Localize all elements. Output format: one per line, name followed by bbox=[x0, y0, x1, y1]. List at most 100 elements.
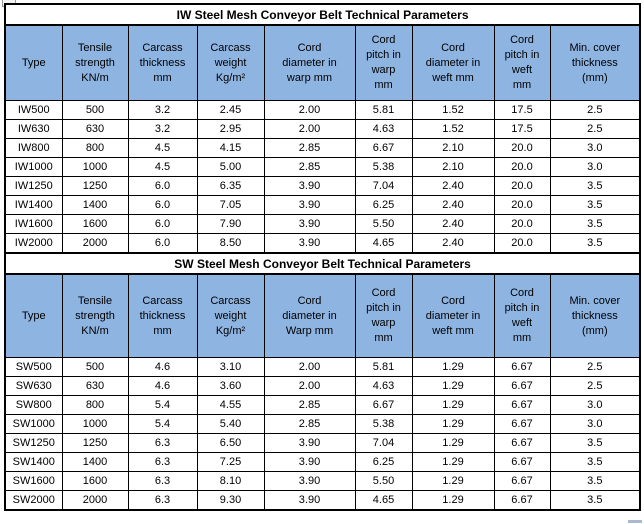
column-header: Carcass thickness mm bbox=[127, 24, 198, 101]
table-cell: IW1000 bbox=[4, 157, 63, 177]
table-cell: 4.63 bbox=[354, 376, 413, 396]
table-cell: 20.0 bbox=[493, 214, 551, 234]
table-cell: 1.29 bbox=[411, 376, 495, 396]
table-cell: 5.38 bbox=[354, 414, 413, 434]
table-cell: 1.29 bbox=[411, 414, 495, 434]
table-cell: 2.40 bbox=[411, 214, 495, 234]
table-cell: 9.30 bbox=[196, 490, 265, 511]
table-cell: 2.5 bbox=[549, 376, 641, 396]
table-cell: 2.00 bbox=[263, 119, 356, 139]
table-cell: 6.25 bbox=[354, 195, 413, 215]
table-cell: 4.5 bbox=[127, 157, 198, 177]
table-cell: 2.5 bbox=[549, 357, 641, 377]
column-header: Type bbox=[4, 273, 63, 358]
table-cell: IW1600 bbox=[4, 214, 63, 234]
table-row: SW630 630 4.6 3.60 2.00 4.63 1.29 6.67 2.5 bbox=[4, 376, 641, 396]
table-cell: 2.95 bbox=[196, 119, 265, 139]
table-cell: 6.50 bbox=[196, 433, 265, 453]
table-row: IW1250 1250 6.0 6.35 3.90 7.04 2.40 20.0 3.5 bbox=[4, 176, 641, 196]
column-header: Cord pitch in warp mm bbox=[354, 24, 413, 101]
table-cell: 8.50 bbox=[196, 233, 265, 254]
table-cell: 2.85 bbox=[263, 157, 356, 177]
table-cell: 6.67 bbox=[493, 433, 551, 453]
table-cell: 20.0 bbox=[493, 233, 551, 254]
table-cell: 1250 bbox=[61, 176, 129, 196]
table-cell: 5.4 bbox=[127, 395, 198, 415]
column-header: Cord diameter in warp mm bbox=[263, 24, 356, 101]
table-cell: 6.0 bbox=[127, 195, 198, 215]
table-cell: 4.5 bbox=[127, 138, 198, 158]
table-cell: 1600 bbox=[61, 214, 129, 234]
table-row: SW1400 1400 6.3 7.25 3.90 6.25 1.29 6.67 3.5 bbox=[4, 452, 641, 472]
table-cell: 3.10 bbox=[196, 357, 265, 377]
table-cell: 3.90 bbox=[263, 433, 356, 453]
table-cell: 4.6 bbox=[127, 357, 198, 377]
column-header: Min. cover thickness (mm) bbox=[549, 273, 641, 358]
table-cell: 6.67 bbox=[493, 414, 551, 434]
table-cell: 2.10 bbox=[411, 157, 495, 177]
table-cell: 2.85 bbox=[263, 414, 356, 434]
table-cell: 2.10 bbox=[411, 138, 495, 158]
table-cell: 20.0 bbox=[493, 195, 551, 215]
table-row: IW1400 1400 6.0 7.05 3.90 6.25 2.40 20.0 3.5 bbox=[4, 195, 641, 215]
table-cell: 2.00 bbox=[263, 357, 356, 377]
table-cell: 3.5 bbox=[549, 233, 641, 254]
table-cell: 7.04 bbox=[354, 176, 413, 196]
table-cell: 630 bbox=[61, 119, 129, 139]
table-cell: 3.0 bbox=[549, 395, 641, 415]
table-cell: 3.90 bbox=[263, 490, 356, 511]
table-cell: 20.0 bbox=[493, 138, 551, 158]
column-header: Min. cover thickness (mm) bbox=[549, 24, 641, 101]
table-cell: 1000 bbox=[61, 157, 129, 177]
table-cell: 500 bbox=[61, 357, 129, 377]
table-cell: 7.90 bbox=[196, 214, 265, 234]
table-cell: 1400 bbox=[61, 452, 129, 472]
table-cell: 1.29 bbox=[411, 471, 495, 491]
table-cell: 3.90 bbox=[263, 214, 356, 234]
table-cell: 4.15 bbox=[196, 138, 265, 158]
table-cell: 6.67 bbox=[493, 395, 551, 415]
table-cell: 3.90 bbox=[263, 471, 356, 491]
table-cell: IW2000 bbox=[4, 233, 63, 254]
table-cell: SW800 bbox=[4, 395, 63, 415]
table-cell: 6.25 bbox=[354, 452, 413, 472]
table-cell: 1.29 bbox=[411, 395, 495, 415]
table-cell: 800 bbox=[61, 395, 129, 415]
table-cell: IW1400 bbox=[4, 195, 63, 215]
table-cell: 6.3 bbox=[127, 471, 198, 491]
table-cell: IW630 bbox=[4, 119, 63, 139]
table-cell: 6.3 bbox=[127, 433, 198, 453]
selection-handle-mark bbox=[628, 520, 642, 523]
table-row: SW800 800 5.4 4.55 2.85 6.67 1.29 6.67 3.0 bbox=[4, 395, 641, 415]
column-header: Carcass thickness mm bbox=[127, 273, 198, 358]
table-cell: 4.55 bbox=[196, 395, 265, 415]
table-cell: 5.38 bbox=[354, 157, 413, 177]
table-cell: 2.45 bbox=[196, 100, 265, 120]
table-cell: 3.5 bbox=[549, 452, 641, 472]
table-cell: 2.00 bbox=[263, 376, 356, 396]
technical-parameters-table: IW Steel Mesh Conveyor Belt Technical Pa… bbox=[4, 3, 642, 511]
table-row: SW1000 1000 5.4 5.40 2.85 5.38 1.29 6.67 3.0 bbox=[4, 414, 641, 434]
table-cell: 2.00 bbox=[263, 100, 356, 120]
table-cell: 7.25 bbox=[196, 452, 265, 472]
column-header: Cord pitch in weft mm bbox=[493, 273, 551, 358]
table-cell: 17.5 bbox=[493, 119, 551, 139]
table-row: IW1000 1000 4.5 5.00 2.85 5.38 2.10 20.0 3.0 bbox=[4, 157, 641, 177]
table-cell: 6.67 bbox=[493, 471, 551, 491]
table-cell: 3.0 bbox=[549, 414, 641, 434]
column-header: Cord pitch in warp mm bbox=[354, 273, 413, 358]
table-cell: IW500 bbox=[4, 100, 63, 120]
table-cell: 7.04 bbox=[354, 433, 413, 453]
table-cell: 6.3 bbox=[127, 452, 198, 472]
table-cell: 630 bbox=[61, 376, 129, 396]
table-cell: 5.81 bbox=[354, 357, 413, 377]
table-cell: 1.29 bbox=[411, 452, 495, 472]
table-cell: 2.40 bbox=[411, 176, 495, 196]
table-cell: 3.0 bbox=[549, 138, 641, 158]
table-cell: 2.85 bbox=[263, 138, 356, 158]
table-row: IW630 630 3.2 2.95 2.00 4.63 1.52 17.5 2.5 bbox=[4, 119, 641, 139]
table-cell: SW1000 bbox=[4, 414, 63, 434]
table-cell: 20.0 bbox=[493, 176, 551, 196]
table-cell: 6.0 bbox=[127, 176, 198, 196]
table-cell: 3.60 bbox=[196, 376, 265, 396]
